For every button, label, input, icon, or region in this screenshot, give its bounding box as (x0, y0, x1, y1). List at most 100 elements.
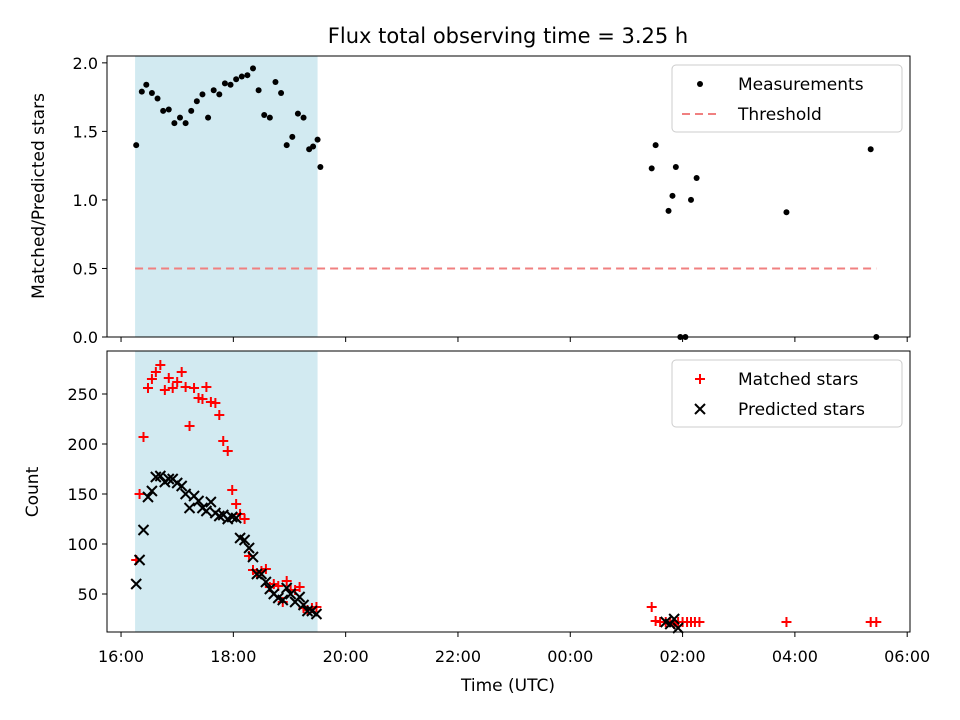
y-tick-label: 2.0 (73, 54, 98, 73)
measurement-point (205, 114, 212, 121)
predicted-star-point (137, 524, 150, 536)
measurement-point (182, 120, 189, 127)
y-tick-label: 0.0 (73, 328, 98, 347)
measurement-point (867, 146, 874, 153)
predicted-star-point (192, 495, 205, 507)
matched-star-point (155, 360, 166, 370)
measurement-point (227, 81, 234, 88)
legend: Matched stars Predicted stars (671, 359, 903, 428)
chart-title: Flux total observing time = 3.25 h (328, 24, 688, 48)
measurement-point (294, 110, 301, 117)
matched-star-point (871, 617, 882, 627)
legend-label: Threshold (737, 105, 822, 125)
measurement-point (154, 95, 161, 102)
predicted-star-point (297, 599, 310, 611)
axes-frame (106, 55, 911, 338)
measurement-point (133, 142, 140, 149)
predicted-star-point (243, 542, 255, 554)
y-tick-label: 50 (78, 585, 98, 604)
y-tick-label: 200 (67, 435, 98, 454)
y-tick-label: 1.0 (73, 191, 98, 210)
matched-star-point (214, 410, 225, 420)
y-tick-label: 150 (67, 485, 98, 504)
top-y-axis-label: Matched/Predicted stars (29, 93, 49, 299)
matched-star-point (159, 385, 170, 395)
legend-label: Predicted stars (738, 400, 865, 420)
matched-star-point (172, 377, 183, 387)
measurement-point (210, 87, 217, 94)
measurement-point (233, 76, 240, 83)
predicted-star-point (213, 510, 226, 522)
legend-marker-matched (695, 374, 705, 384)
x-tick-label: 22:00 (435, 647, 481, 666)
x-tick-label: 00:00 (547, 647, 593, 666)
y-tick-label: 100 (67, 535, 98, 554)
measurement-point (688, 196, 694, 203)
predicted-star-point (255, 568, 268, 580)
measurement-point (193, 98, 200, 105)
matched-star-point (163, 373, 174, 383)
legend-marker-predicted (694, 403, 706, 415)
matched-star-point (294, 582, 305, 592)
matched-star-point (781, 617, 792, 627)
measurement-point (160, 107, 167, 114)
legend-box (671, 359, 903, 428)
x-tick-label: 16:00 (98, 647, 144, 666)
legend-marker-measurements (697, 81, 703, 87)
predicted-star-point (183, 502, 196, 514)
matched-star-point (189, 383, 200, 393)
measurement-point (669, 192, 676, 199)
predicted-star-point (163, 473, 175, 485)
predicted-star-point (142, 491, 154, 503)
measurement-point (272, 79, 279, 86)
measurement-point (266, 114, 273, 121)
predicted-star-point (226, 511, 238, 523)
measurement-point (261, 111, 268, 118)
matched-star-point (180, 382, 191, 392)
predicted-star-point (260, 576, 272, 588)
matched-star-point (227, 485, 238, 495)
x-tick-label: 20:00 (323, 647, 369, 666)
top-panel: 0.0 0.5 1.0 1.5 2.0 Measurements Threshold (73, 54, 911, 347)
matched-star-point (210, 398, 221, 408)
measurement-point (138, 88, 145, 95)
legend-box (671, 64, 903, 133)
x-tick-label: 06:00 (884, 647, 930, 666)
measurement-point (783, 209, 790, 216)
y-tick-label: 250 (67, 385, 98, 404)
matched-star-point (167, 383, 178, 393)
measurement-point (283, 142, 290, 149)
predicted-star-point (133, 554, 146, 566)
x-tick-label: 04:00 (772, 647, 818, 666)
measurement-point (310, 143, 317, 150)
predicted-star-point (247, 551, 259, 563)
measurement-point (250, 65, 256, 72)
predicted-star-point (230, 512, 242, 524)
matched-star-point (218, 436, 229, 446)
y-tick-label: 1.5 (73, 122, 98, 141)
x-tick-label: 18:00 (210, 647, 256, 666)
measurement-point (188, 107, 195, 114)
bottom-y-axis-label: Count (23, 466, 43, 517)
legend-label: Measurements (738, 75, 864, 95)
measurement-point (171, 120, 178, 127)
measurement-point (289, 133, 296, 140)
measurement-point (255, 87, 262, 94)
matched-star-point (201, 382, 212, 392)
measurement-point (278, 90, 285, 97)
predicted-star-point (668, 613, 680, 625)
predicted-star-point (146, 485, 158, 497)
measurement-point (165, 106, 172, 113)
x-tick-label: 02:00 (660, 647, 706, 666)
measurement-point (314, 136, 321, 143)
predicted-star-point (280, 582, 293, 594)
measurement-point (693, 174, 700, 181)
measurement-point (238, 73, 245, 80)
y-tick-label: 0.5 (73, 259, 98, 278)
measurement-point (244, 72, 251, 79)
predicted-star-point (310, 608, 323, 620)
matched-star-point (281, 576, 292, 586)
predicted-star-point (277, 594, 289, 606)
matched-star-point (239, 514, 250, 524)
